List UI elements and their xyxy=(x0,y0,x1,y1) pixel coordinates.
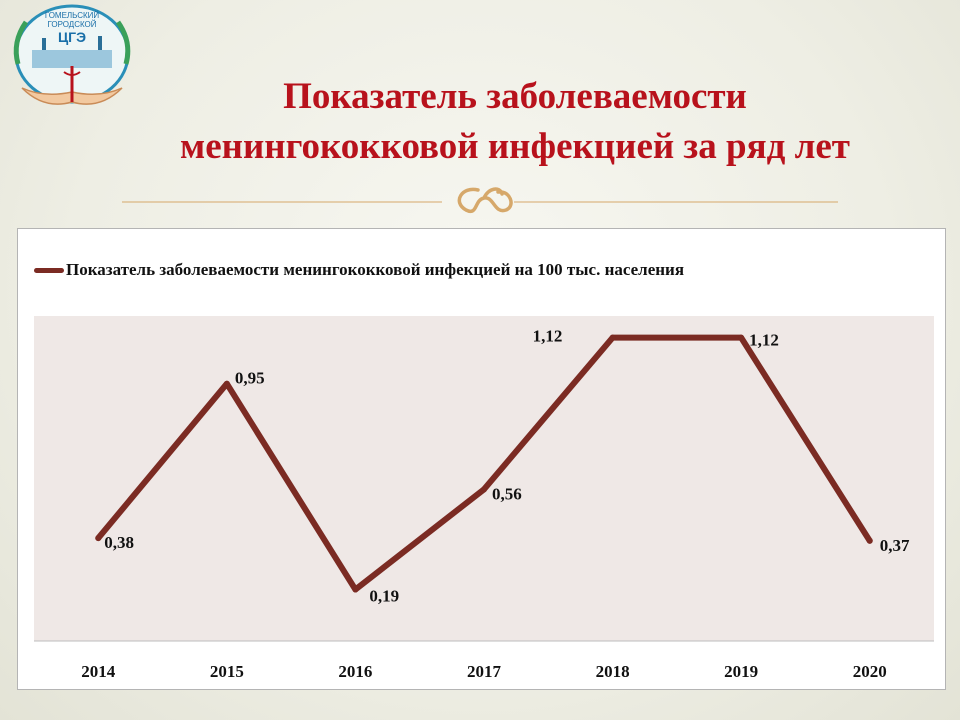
data-point xyxy=(223,380,230,387)
data-label: 1,12 xyxy=(749,331,779,350)
logo-text-1: ГОМЕЛЬСКИЙ xyxy=(45,11,100,20)
x-tick-label: 2016 xyxy=(338,662,372,681)
data-label: 0,95 xyxy=(235,369,265,388)
data-point xyxy=(738,334,745,341)
data-point xyxy=(481,486,487,493)
logo-text-3: ЦГЭ xyxy=(58,29,86,45)
x-tick-label: 2015 xyxy=(210,662,244,681)
logo-text-2: ГОРОДСКОЙ xyxy=(47,20,96,29)
x-tick-label: 2020 xyxy=(853,662,887,681)
title-line-2: менингококковой инфекцией за ряд лет xyxy=(180,126,850,167)
data-point xyxy=(866,537,873,544)
title-divider xyxy=(122,187,838,214)
x-tick-label: 2018 xyxy=(596,662,630,681)
legend-swatch xyxy=(34,267,64,273)
data-point xyxy=(95,535,102,542)
logo: ГОМЕЛЬСКИЙ ГОРОДСКОЙ ЦГЭ xyxy=(13,4,131,105)
page-title: Показатель заболеваемости менингококково… xyxy=(110,72,920,172)
x-tick-label: 2017 xyxy=(467,662,502,681)
data-point xyxy=(609,334,616,341)
data-label: 1,12 xyxy=(533,327,563,346)
legend-label: Показатель заболеваемости менингококково… xyxy=(66,260,685,279)
x-tick-label: 2014 xyxy=(81,662,116,681)
x-tick-label: 2019 xyxy=(724,662,758,681)
data-label: 0,56 xyxy=(492,484,522,503)
data-point xyxy=(352,586,359,593)
data-label: 0,38 xyxy=(104,533,134,552)
chart-legend: Показатель заболеваемости менингококково… xyxy=(34,258,684,282)
flourish-icon xyxy=(457,187,513,214)
plot-area xyxy=(34,316,934,641)
data-label: 0,19 xyxy=(369,587,399,606)
data-label: 0,37 xyxy=(880,536,910,555)
title-line-1: Показатель заболеваемости xyxy=(283,76,747,117)
